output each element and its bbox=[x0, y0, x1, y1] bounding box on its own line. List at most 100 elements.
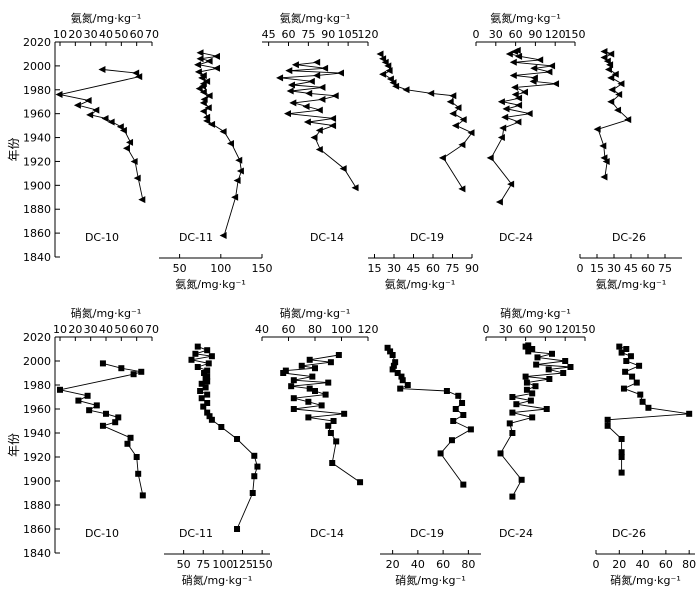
data-point bbox=[458, 141, 466, 149]
data-point bbox=[206, 413, 213, 420]
x-tick-label: 120 bbox=[545, 28, 566, 41]
data-point bbox=[627, 353, 634, 360]
x-tick-label: 60 bbox=[641, 262, 655, 275]
data-point bbox=[449, 92, 457, 100]
x-tick-label: 0 bbox=[577, 262, 584, 275]
data-point bbox=[607, 74, 615, 82]
data-point bbox=[313, 71, 321, 79]
data-point bbox=[384, 62, 392, 70]
data-point bbox=[198, 74, 206, 82]
data-point bbox=[133, 174, 141, 182]
data-point bbox=[560, 370, 567, 376]
data-point bbox=[387, 348, 394, 355]
data-point bbox=[208, 353, 215, 360]
data-point bbox=[534, 354, 541, 361]
x-tick-label: 90 bbox=[321, 28, 335, 41]
x-tick-label: 120 bbox=[358, 28, 379, 41]
data-point bbox=[290, 395, 297, 402]
data-point bbox=[194, 343, 201, 350]
data-point bbox=[545, 366, 552, 373]
data-point bbox=[427, 89, 435, 97]
series-line bbox=[380, 53, 473, 190]
data-point bbox=[202, 384, 209, 391]
panel-title: DC-24 bbox=[499, 231, 533, 244]
data-point bbox=[112, 419, 119, 426]
y-axis-title: 年份 bbox=[7, 137, 21, 161]
data-point bbox=[390, 362, 397, 369]
x-tick-label: 15 bbox=[368, 262, 382, 275]
data-point bbox=[57, 386, 63, 393]
data-point bbox=[552, 80, 560, 88]
data-point bbox=[199, 99, 207, 107]
data-point bbox=[235, 156, 243, 164]
x-axis-title: 硝氮/mg·kg⁻¹ bbox=[395, 573, 465, 587]
y-tick-label: 1880 bbox=[23, 203, 51, 216]
data-point bbox=[208, 120, 216, 128]
data-point bbox=[459, 400, 466, 406]
x-tick-label: 60 bbox=[426, 262, 440, 275]
panel-title: DC-14 bbox=[310, 527, 344, 540]
data-point bbox=[397, 385, 404, 392]
data-point bbox=[315, 146, 323, 153]
x-axis-title: 氨氮/mg·kg⁻¹ bbox=[385, 277, 455, 291]
series-line bbox=[59, 362, 144, 496]
x-tick-label: 40 bbox=[636, 558, 650, 571]
data-point bbox=[522, 343, 529, 350]
data-point bbox=[515, 101, 523, 109]
data-point bbox=[448, 437, 455, 444]
data-point bbox=[384, 344, 391, 351]
data-point bbox=[389, 366, 396, 373]
data-point bbox=[458, 185, 466, 193]
data-point bbox=[127, 434, 134, 441]
data-point bbox=[219, 232, 227, 239]
y-tick-label: 1920 bbox=[23, 155, 51, 168]
x-tick-label: 45 bbox=[262, 28, 276, 41]
data-point bbox=[398, 373, 405, 380]
data-point bbox=[615, 91, 623, 99]
x-tick-label: 60 bbox=[436, 558, 450, 571]
row-ammonium: 1840186018801900192019401960198020002020… bbox=[7, 11, 682, 291]
data-point bbox=[204, 378, 211, 385]
x-tick-label: 0 bbox=[593, 558, 600, 571]
data-point bbox=[115, 414, 122, 421]
y-tick-label: 1940 bbox=[23, 132, 51, 145]
data-point bbox=[603, 57, 611, 65]
data-point bbox=[327, 430, 334, 436]
data-point bbox=[567, 364, 574, 370]
x-tick-label: 60 bbox=[519, 323, 533, 336]
data-point bbox=[315, 126, 323, 134]
data-point bbox=[133, 454, 140, 460]
x-tick-label: 30 bbox=[84, 323, 98, 336]
data-point bbox=[199, 88, 207, 96]
data-point bbox=[139, 492, 146, 499]
data-point bbox=[208, 416, 215, 423]
data-point bbox=[122, 144, 130, 152]
data-point bbox=[402, 86, 410, 94]
data-point bbox=[376, 50, 384, 58]
panel-title: DC-14 bbox=[310, 231, 344, 244]
x-tick-label: 105 bbox=[338, 28, 359, 41]
data-point bbox=[686, 410, 693, 417]
x-tick-label: 40 bbox=[99, 28, 113, 41]
x-tick-label: 150 bbox=[252, 262, 273, 275]
x-tick-label: 75 bbox=[446, 262, 460, 275]
x-tick-label: 120 bbox=[555, 323, 576, 336]
y-tick-label: 1960 bbox=[23, 108, 51, 121]
data-point bbox=[196, 55, 204, 63]
data-point bbox=[449, 110, 457, 118]
panel-title: DC-26 bbox=[612, 527, 646, 540]
data-point bbox=[306, 385, 313, 392]
data-point bbox=[205, 360, 212, 367]
panel-dc-10: 10 20 30 40 50 60 70 硝氮/mg·kg⁻¹ DC-10 bbox=[53, 306, 159, 540]
x-tick-label: 30 bbox=[84, 28, 98, 41]
data-point bbox=[204, 367, 211, 374]
data-point bbox=[497, 98, 505, 106]
data-point bbox=[509, 493, 516, 500]
data-point bbox=[533, 361, 540, 368]
data-point bbox=[495, 198, 503, 206]
y-axis-title: 年份 bbox=[7, 433, 21, 457]
data-point bbox=[333, 438, 340, 445]
data-point bbox=[249, 490, 256, 496]
data-point bbox=[546, 376, 553, 382]
